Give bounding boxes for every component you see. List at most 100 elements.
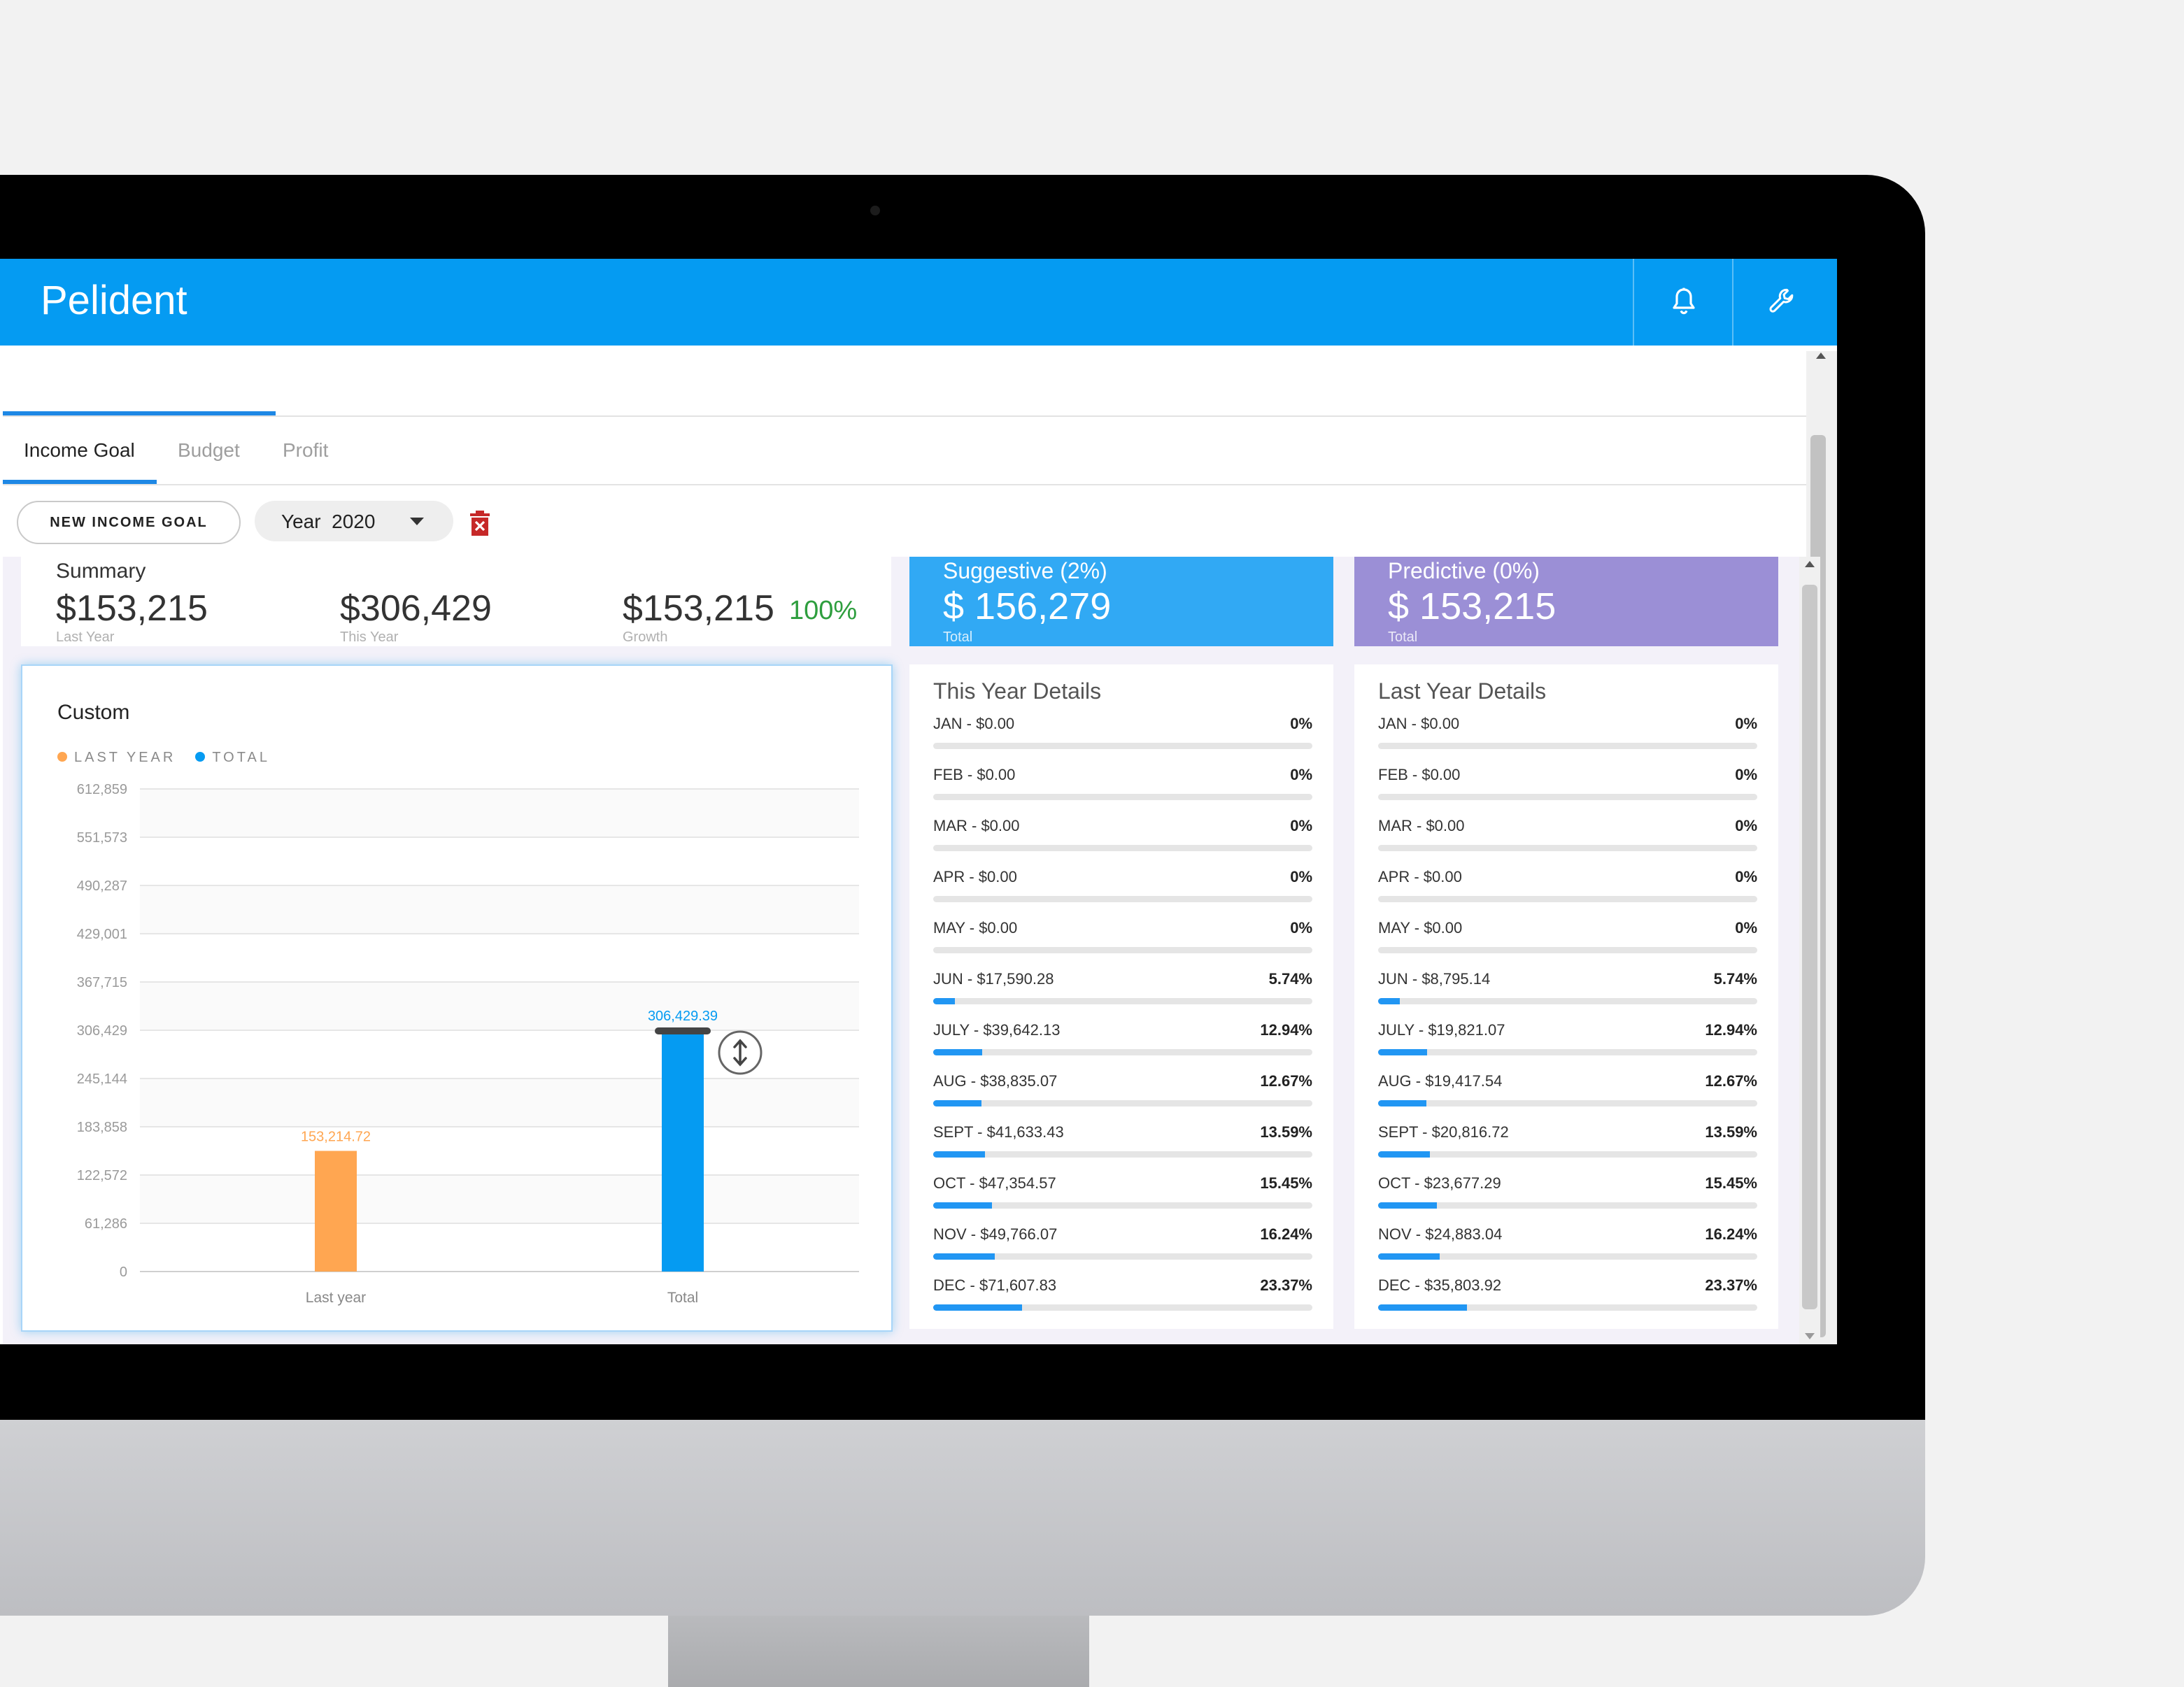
detail-percent: 16.24%	[1260, 1225, 1312, 1243]
scroll-up-arrow-icon[interactable]	[1816, 353, 1826, 359]
progress-track	[1378, 743, 1757, 749]
progress-fill	[1378, 1202, 1437, 1209]
grid-band	[140, 1174, 859, 1223]
bar	[315, 1151, 357, 1272]
trash-icon[interactable]	[469, 511, 491, 536]
resize-vertical-icon[interactable]	[718, 1030, 763, 1075]
bar	[662, 1030, 704, 1272]
progress-track	[933, 845, 1312, 851]
detail-label: SEPT - $41,633.43	[933, 1123, 1064, 1141]
detail-label: APR - $0.00	[1378, 868, 1462, 885]
predictive-card: Predictive (0%) $ 153,215 Total	[1354, 557, 1778, 646]
notifications-button[interactable]	[1633, 259, 1733, 346]
this-year-details-title: This Year Details	[933, 678, 1102, 704]
y-tick-label: 183,858	[77, 1120, 127, 1135]
detail-label: JAN - $0.00	[1378, 715, 1460, 732]
tab-budget[interactable]: Budget	[178, 439, 240, 461]
last-year-label: Last Year	[56, 629, 115, 645]
detail-row: NOV - $49,766.07 16.24%	[933, 1225, 1312, 1267]
detail-label: MAY - $0.00	[933, 919, 1018, 937]
bar-drag-handle[interactable]	[655, 1027, 711, 1035]
detail-label: OCT - $23,677.29	[1378, 1174, 1501, 1192]
scroll-up-arrow-icon[interactable]	[1805, 561, 1815, 567]
progress-track	[1378, 947, 1757, 953]
y-tick-label: 367,715	[77, 975, 127, 990]
progress-fill	[933, 1304, 1022, 1311]
y-tick-label: 490,287	[77, 878, 127, 894]
year-select[interactable]: Year 2020	[255, 501, 453, 541]
progress-track	[1378, 1202, 1757, 1209]
detail-row: MAR - $0.00 0%	[933, 817, 1312, 859]
progress-fill	[1378, 1151, 1430, 1158]
detail-row: OCT - $47,354.57 15.45%	[933, 1174, 1312, 1216]
detail-label: DEC - $35,803.92	[1378, 1276, 1502, 1294]
grid-band	[140, 1078, 859, 1127]
y-tick-label: 429,001	[77, 927, 127, 942]
content-scrollbar[interactable]	[1799, 557, 1820, 1344]
growth-label: Growth	[623, 629, 668, 645]
summary-card: Summary $153,215 Last Year $306,429 This…	[21, 557, 891, 646]
year-select-value: Year 2020	[281, 511, 376, 532]
progress-fill	[933, 1151, 985, 1158]
legend-dot	[57, 751, 67, 762]
detail-label: MAY - $0.00	[1378, 919, 1463, 937]
detail-row: FEB - $0.00 0%	[1378, 766, 1757, 808]
predictive-title: Predictive (0%)	[1388, 558, 1540, 583]
y-tick-label: 0	[120, 1265, 127, 1280]
detail-percent: 12.94%	[1705, 1021, 1757, 1039]
y-tick-label: 612,859	[77, 782, 127, 797]
tab-profit[interactable]: Profit	[283, 439, 329, 461]
this-year-label: This Year	[340, 629, 399, 645]
detail-percent: 16.24%	[1705, 1225, 1757, 1243]
settings-button[interactable]	[1732, 259, 1833, 346]
grid-band	[140, 885, 859, 934]
bar-chart: 0 61,286 122,572 183,858 245,144 306,429 367,7…	[77, 782, 859, 1306]
progress-fill	[1378, 1049, 1428, 1055]
progress-track	[1378, 896, 1757, 902]
detail-percent: 0%	[1290, 715, 1312, 732]
suggestive-value: $ 156,279	[943, 585, 1112, 627]
detail-label: FEB - $0.00	[933, 766, 1016, 783]
legend-item-total[interactable]: TOTAL	[195, 750, 270, 766]
summary-title: Summary	[56, 560, 146, 583]
detail-row: AUG - $19,417.54 12.67%	[1378, 1072, 1757, 1114]
detail-label: SEPT - $20,816.72	[1378, 1123, 1509, 1141]
detail-percent: 12.94%	[1260, 1021, 1312, 1039]
y-tick-label: 306,429	[77, 1023, 127, 1039]
top-section	[3, 346, 1822, 417]
detail-row: MAR - $0.00 0%	[1378, 817, 1757, 859]
chart-title: Custom	[57, 701, 130, 724]
progress-fill	[933, 1100, 981, 1106]
active-tab-indicator	[3, 480, 157, 484]
detail-row: APR - $0.00 0%	[1378, 868, 1757, 910]
last-year-details-title: Last Year Details	[1378, 678, 1547, 704]
detail-percent: 23.37%	[1260, 1276, 1312, 1294]
content-scrollbar-thumb[interactable]	[1802, 585, 1817, 1309]
detail-row: OCT - $23,677.29 15.45%	[1378, 1174, 1757, 1216]
grid-band	[140, 982, 859, 1031]
tab-income-goal[interactable]: Income Goal	[24, 439, 135, 461]
progress-fill	[1378, 998, 1401, 1004]
chevron-down-icon	[410, 518, 424, 525]
progress-track	[933, 1202, 1312, 1209]
chart-card: Custom LAST YEAR TOTAL 0 61,286 122,572 183…	[21, 664, 893, 1332]
new-income-goal-button[interactable]: NEW INCOME GOAL	[17, 501, 241, 544]
detail-row: JULY - $19,821.07 12.94%	[1378, 1021, 1757, 1063]
progress-track	[933, 1151, 1312, 1158]
bell-icon	[1673, 287, 1695, 315]
this-year-value: $306,429	[340, 588, 492, 629]
scroll-down-arrow-icon[interactable]	[1805, 1333, 1815, 1339]
detail-label: MAR - $0.00	[1378, 817, 1465, 834]
progress-track	[1378, 1151, 1757, 1158]
progress-track	[933, 743, 1312, 749]
detail-percent: 0%	[1735, 715, 1757, 732]
progress-track	[1378, 1049, 1757, 1055]
progress-track	[933, 1304, 1312, 1311]
detail-label: JUN - $8,795.14	[1378, 970, 1491, 988]
progress-track	[1378, 794, 1757, 800]
last-year-value: $153,215	[56, 588, 208, 629]
suggestive-label: Total	[943, 629, 973, 645]
legend-item-last-year[interactable]: LAST YEAR	[57, 750, 176, 766]
progress-track	[933, 1253, 1312, 1260]
detail-percent: 13.59%	[1260, 1123, 1312, 1141]
